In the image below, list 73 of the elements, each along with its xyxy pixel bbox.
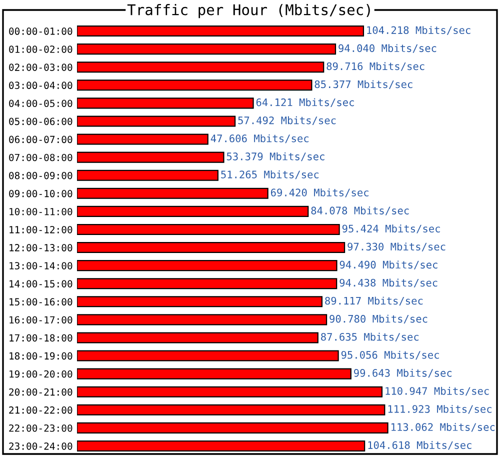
y-tick-label: 19:00-20:00: [10, 370, 72, 378]
bar: [77, 134, 208, 145]
data-label: 97.330 Mbits/sec: [348, 242, 446, 252]
y-tick-label: 13:00-14:00: [10, 262, 72, 270]
data-label: 84.078 Mbits/sec: [311, 206, 409, 216]
bar: [77, 98, 254, 109]
y-tick-label: 16:00-17:00: [10, 316, 72, 324]
y-tick-label: 20:00-21:00: [9, 388, 72, 396]
bar: [77, 350, 339, 362]
y-tick-label: 17:00-18:00: [10, 334, 72, 342]
y-tick-label: 03:00-04:00: [9, 82, 72, 90]
y-tick-label: 01:00-02:00: [9, 46, 72, 53]
y-tick-label: 15:00-16:00: [10, 298, 72, 306]
data-label: 53.379 Mbits/sec: [226, 152, 324, 162]
bar: [77, 386, 383, 398]
data-label: 95.056 Mbits/sec: [341, 350, 439, 360]
bar: [77, 26, 364, 37]
data-label: 85.377 Mbits/sec: [314, 80, 412, 89]
data-label: 69.420 Mbits/sec: [270, 188, 368, 198]
y-tick-label: 18:00-19:00: [10, 352, 72, 360]
data-label: 94.438 Mbits/sec: [340, 278, 438, 288]
bar: [77, 278, 338, 290]
data-label: 94.490 Mbits/sec: [340, 260, 438, 270]
bar: [77, 80, 312, 91]
bar: [77, 260, 338, 272]
bar: [77, 224, 340, 235]
data-label: 104.218 Mbits/sec: [367, 26, 470, 35]
bar: [77, 296, 323, 308]
bar: [77, 242, 346, 254]
bar: [77, 62, 324, 73]
y-tick-label: 02:00-03:00: [9, 64, 72, 71]
data-label: 99.643 Mbits/sec: [354, 368, 452, 378]
data-label: 47.606 Mbits/sec: [210, 134, 308, 144]
bar: [77, 440, 366, 452]
bar: [77, 314, 328, 326]
y-tick-label: 04:00-05:00: [9, 100, 72, 108]
data-label: 64.121 Mbits/sec: [256, 98, 354, 108]
bar: [77, 404, 386, 416]
y-tick-label: 06:00-07:00: [9, 136, 72, 144]
bar: [77, 332, 318, 344]
bar: [77, 206, 309, 217]
data-label: 89.117 Mbits/sec: [325, 296, 423, 306]
y-tick-label: 07:00-08:00: [9, 154, 72, 162]
bar: [77, 422, 388, 434]
y-tick-label: 00:00-01:00: [9, 28, 72, 35]
bar: [77, 44, 336, 55]
y-tick-label: 05:00-06:00: [9, 118, 72, 126]
data-label: 57.492 Mbits/sec: [238, 116, 336, 126]
data-label: 87.635 Mbits/sec: [321, 332, 419, 342]
data-label: 90.780 Mbits/sec: [330, 314, 428, 324]
data-label: 95.424 Mbits/sec: [342, 224, 440, 234]
y-tick-label: 10:00-11:00: [10, 208, 72, 216]
chart-title: Traffic per Hour (Mbits/sec): [127, 4, 370, 18]
data-label: 113.062 Mbits/sec: [392, 422, 495, 432]
data-label: 110.947 Mbits/sec: [386, 386, 489, 396]
data-label: 51.265 Mbits/sec: [221, 170, 319, 180]
bar: [77, 170, 218, 181]
bar: [77, 152, 224, 163]
y-tick-label: 23:00-24:00: [9, 442, 72, 450]
y-tick-label: 22:00-23:00: [9, 424, 72, 432]
y-tick-label: 21:00-22:00: [9, 406, 72, 414]
data-label: 94.040 Mbits/sec: [338, 44, 436, 53]
y-tick-label: 08:00-09:00: [9, 172, 72, 180]
y-tick-label: 09:00-10:00: [9, 190, 72, 198]
y-tick-label: 14:00-15:00: [10, 280, 72, 288]
data-label: 104.618 Mbits/sec: [368, 441, 472, 450]
bar: [77, 368, 352, 380]
bar: [77, 188, 268, 199]
data-label: 111.923 Mbits/sec: [388, 404, 492, 414]
y-tick-label: 12:00-13:00: [10, 244, 72, 252]
bar: [77, 116, 236, 127]
y-tick-label: 11:00-12:00: [10, 226, 72, 234]
data-label: 89.716 Mbits/sec: [326, 62, 424, 71]
